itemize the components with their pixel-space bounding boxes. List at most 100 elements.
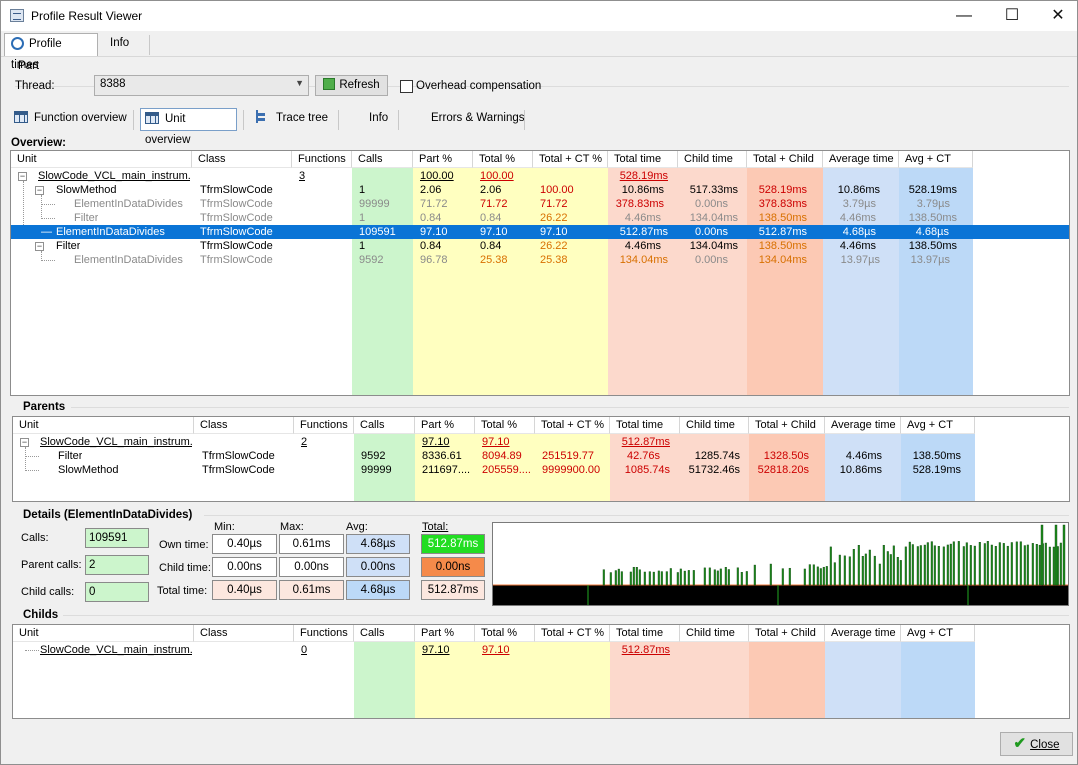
col-avg-ct[interactable]: Avg + CT [899, 151, 973, 168]
cell-class: TfrmSlowCode [200, 212, 273, 224]
graph-baseline [493, 585, 1068, 605]
col-total-time[interactable]: Total time [610, 417, 680, 434]
col-total-child[interactable]: Total + Child [749, 625, 825, 642]
tab-trace-tree-label: Trace tree [276, 112, 328, 124]
cell-unit: Filter [58, 450, 83, 462]
col-average-time[interactable]: Average time [823, 151, 899, 168]
graph-bar [687, 570, 690, 586]
overhead-compensation-checkbox[interactable] [400, 80, 413, 93]
col-total-ct[interactable]: Total + CT % [535, 625, 610, 642]
childs-title: Childs [23, 609, 59, 621]
table-row[interactable]: − SlowCode_VCL_main_instrum... 3 100.00 … [11, 169, 1069, 183]
col-part[interactable]: Part % [415, 417, 475, 434]
col-total-ct[interactable]: Total + CT % [535, 417, 610, 434]
tab-errors-warnings[interactable]: Errors & Warnings [431, 112, 525, 124]
minimize-button[interactable]: — [956, 7, 972, 24]
col-child-time[interactable]: Child time [678, 151, 747, 168]
col-total-child[interactable]: Total + Child [747, 151, 823, 168]
calls-value: 109591 [85, 528, 149, 548]
graph-bar [983, 543, 986, 586]
cell-total-child: 134.04ms [758, 254, 807, 266]
close-window-button[interactable]: ✕ [1051, 7, 1065, 24]
graph-bar [949, 543, 952, 586]
graph-bar [1010, 542, 1013, 586]
tab-unit-overview-label: Unit overview [145, 113, 191, 146]
cell-total: 97.10 [482, 436, 510, 448]
col-avg-ct[interactable]: Avg + CT [901, 625, 975, 642]
parent-calls-label: Parent calls: [21, 559, 82, 571]
col-total-time[interactable]: Total time [608, 151, 678, 168]
tab-unit-overview[interactable]: Unit overview [140, 108, 237, 146]
tab-function-overview[interactable]: Function overview [10, 108, 131, 131]
collapse-icon[interactable]: − [20, 437, 29, 447]
col-unit[interactable]: Unit [11, 151, 192, 168]
col-child-time[interactable]: Child time [680, 417, 749, 434]
table-row[interactable]: ElementInDataDivides TfrmSlowCode 9592 9… [11, 253, 1069, 267]
cell-avg-ct: 4.68µs [915, 226, 949, 238]
tab-view-info[interactable]: Info [369, 112, 389, 124]
col-total-ct[interactable]: Total + CT % [533, 151, 608, 168]
cell-total-time: 134.04ms [619, 254, 668, 266]
col-total-child[interactable]: Total + Child [749, 417, 825, 434]
cell-class: TfrmSlowCode [202, 464, 275, 476]
col-total-time[interactable]: Total time [610, 625, 680, 642]
col-unit[interactable]: Unit [13, 417, 194, 434]
parents-grid[interactable]: Unit Class Functions Calls Part % Total … [12, 416, 1070, 502]
table-row[interactable]: SlowMethod TfrmSlowCode 99999 211697....… [13, 463, 1069, 477]
graph-bar [1023, 545, 1026, 586]
table-row[interactable]: ElementInDataDivides TfrmSlowCode 99999 … [11, 197, 1069, 211]
col-unit[interactable]: Unit [13, 625, 194, 642]
col-functions[interactable]: Functions [292, 151, 352, 168]
col-class[interactable]: Class [192, 151, 292, 168]
col-part[interactable]: Part % [415, 625, 475, 642]
col-average-time[interactable]: Average time [825, 417, 901, 434]
overview-grid[interactable]: Unit Class Functions Calls Part % Total … [10, 150, 1070, 396]
col-class[interactable]: Class [194, 417, 294, 434]
col-child-time[interactable]: Child time [680, 625, 749, 642]
graph-bar [937, 546, 940, 586]
overview-header: Unit Class Functions Calls Part % Total … [11, 151, 1069, 168]
tab-trace-tree[interactable]: Trace tree [252, 108, 332, 131]
table-row[interactable]: Filter TfrmSlowCode 9592 8336.61 8094.89… [13, 449, 1069, 463]
cell-class: TfrmSlowCode [200, 254, 273, 266]
cell-total-ct: 71.72 [540, 198, 568, 210]
cell-part: 211697.... [422, 464, 471, 476]
min-label: Min: [214, 521, 235, 533]
col-part[interactable]: Part % [413, 151, 473, 168]
refresh-button[interactable]: Refresh [315, 75, 388, 96]
table-row[interactable]: SlowCode_VCL_main_instrum... 0 97.10 97.… [13, 643, 1069, 657]
col-functions[interactable]: Functions [294, 417, 354, 434]
table-row[interactable]: − SlowCode_VCL_main_instrum... 2 97.10 9… [13, 435, 1069, 449]
collapse-icon[interactable]: − [18, 171, 27, 181]
timing-graph[interactable] [492, 522, 1069, 606]
col-avg-ct[interactable]: Avg + CT [901, 417, 975, 434]
cell-total-child: 1328.50s [763, 450, 809, 462]
thread-select[interactable]: 8388 ▼ [94, 75, 309, 96]
cell-avg-ct: 528.19ms [908, 184, 957, 196]
col-class[interactable]: Class [194, 625, 294, 642]
table-row-selected[interactable]: — ElementInDataDivides TfrmSlowCode 1095… [11, 225, 1069, 239]
childs-grid[interactable]: Unit Class Functions Calls Part % Total … [12, 624, 1070, 719]
col-average-time[interactable]: Average time [825, 625, 901, 642]
maximize-button[interactable]: ☐ [1004, 7, 1020, 24]
cell-total-child: 138.50ms [758, 240, 807, 252]
col-total[interactable]: Total % [473, 151, 533, 168]
tab-info[interactable]: Info [110, 37, 130, 49]
close-button[interactable]: ✔ Close [1000, 732, 1073, 756]
col-calls[interactable]: Calls [352, 151, 413, 168]
table-row[interactable]: − SlowMethod TfrmSlowCode 1 2.06 2.06 10… [11, 183, 1069, 197]
col-calls[interactable]: Calls [354, 625, 415, 642]
collapse-icon[interactable]: − [35, 241, 44, 251]
graph-bar [930, 541, 933, 586]
tab-profile-times[interactable]: Profile times [4, 33, 98, 71]
col-total[interactable]: Total % [475, 417, 535, 434]
table-row[interactable]: − Filter TfrmSlowCode 1 0.84 0.84 26.22 … [11, 239, 1069, 253]
col-total[interactable]: Total % [475, 625, 535, 642]
graph-bar [1048, 546, 1051, 586]
graph-bar [896, 557, 899, 586]
col-calls[interactable]: Calls [354, 417, 415, 434]
table-row[interactable]: Filter TfrmSlowCode 1 0.84 0.84 26.22 4.… [11, 211, 1069, 225]
cell-calls: 9592 [361, 450, 386, 462]
col-functions[interactable]: Functions [294, 625, 354, 642]
collapse-icon[interactable]: − [35, 185, 44, 195]
